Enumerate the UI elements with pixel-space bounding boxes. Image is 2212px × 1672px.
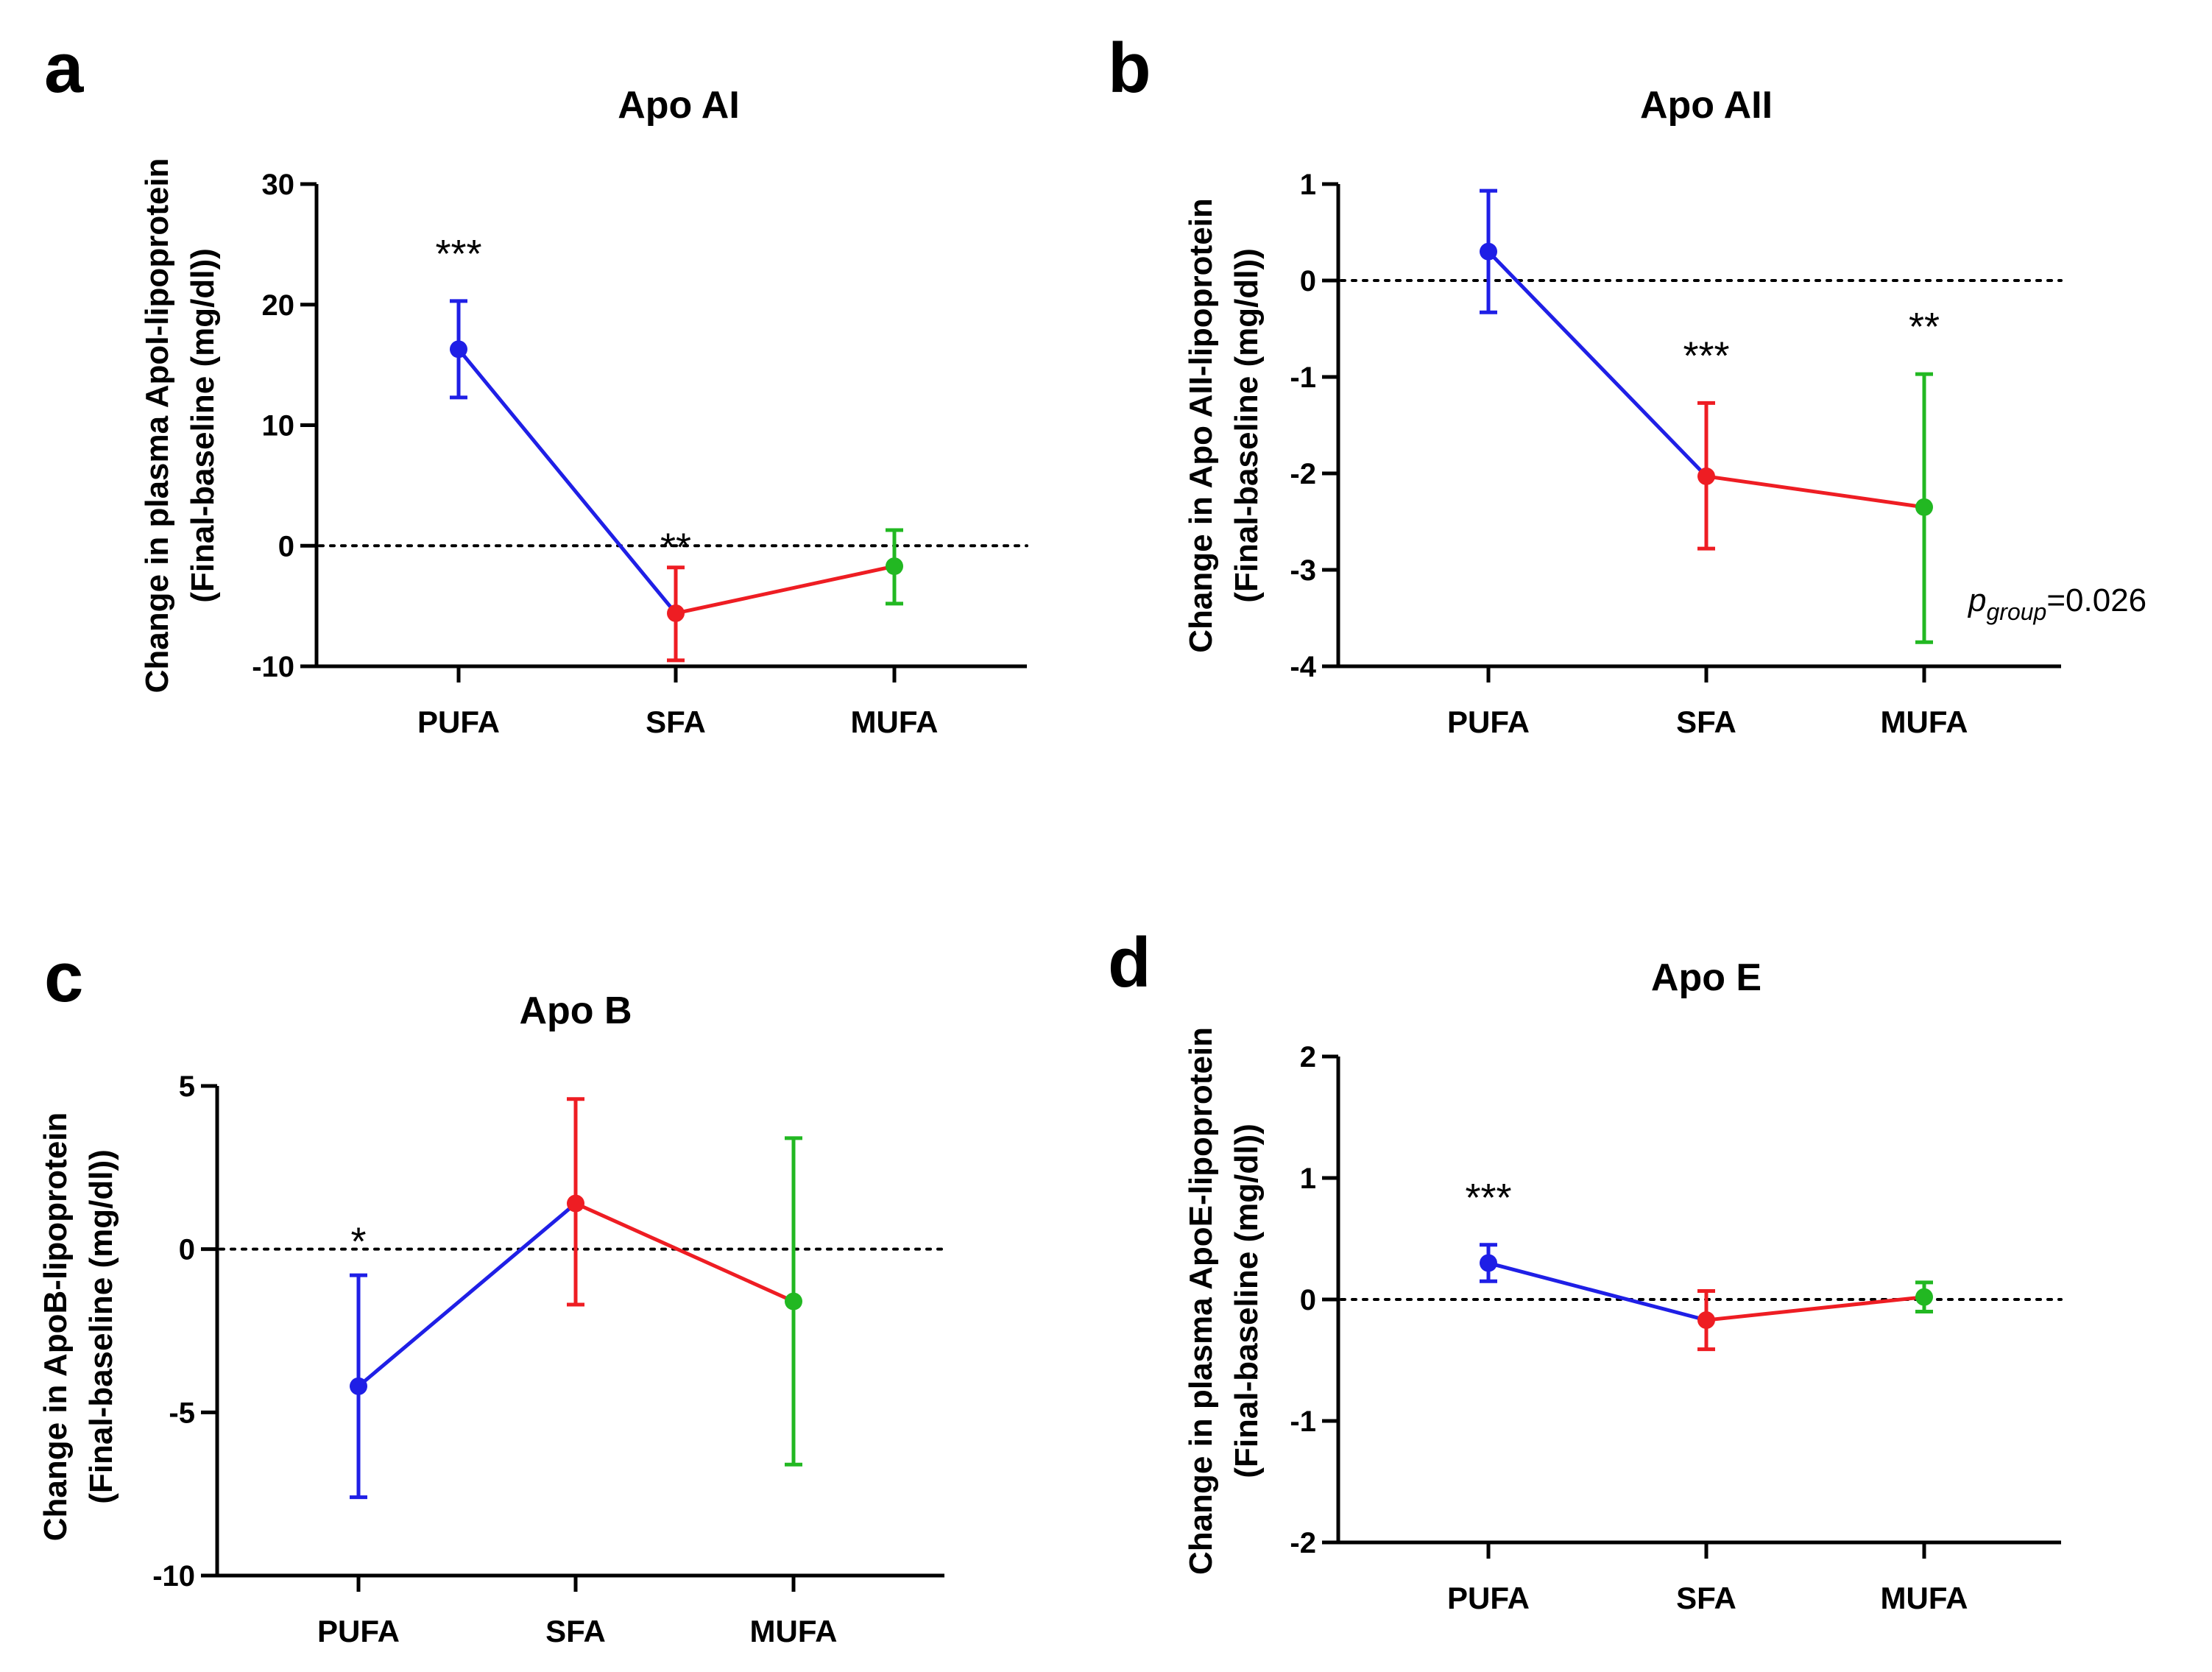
- x-tick-label: PUFA: [1447, 705, 1530, 739]
- y-axis-title: Change in Apo AII-lipoprotein: [1183, 198, 1219, 653]
- data-point-mufa: [1915, 1288, 1933, 1306]
- y-tick-label: -1: [1290, 361, 1316, 394]
- panel-b: b Apo AII -4 -3 -2 -1 0 1 PUFA SFA MUFA Change in A…: [1108, 29, 2146, 739]
- y-tick-label: -4: [1290, 651, 1316, 683]
- y-tick-label: -3: [1290, 554, 1316, 587]
- y-tick-label: -5: [169, 1397, 195, 1429]
- x-tick-label: SFA: [646, 705, 706, 739]
- x-tick-label: SFA: [545, 1614, 606, 1648]
- x-tick-label: SFA: [1676, 1581, 1736, 1615]
- data-point-mufa: [886, 557, 903, 576]
- y-tick-label: 0: [1300, 1284, 1316, 1316]
- y-tick-label: 2: [1300, 1041, 1316, 1073]
- significance-marker: **: [1909, 305, 1940, 349]
- y-axis-title: (Final-baseline (mg/dl)): [1229, 248, 1265, 603]
- panel-letter: b: [1108, 29, 1151, 107]
- series-segment: [457, 348, 677, 615]
- x-tick-label: MUFA: [1881, 705, 1968, 739]
- x-tick-label: MUFA: [1881, 1581, 1968, 1615]
- x-tick-label: MUFA: [851, 705, 939, 739]
- panel-c: c Apo B -10 -5 0 5 PUFA SFA MUFA Change in ApoB-l…: [38, 938, 946, 1648]
- y-tick-label: 5: [179, 1070, 195, 1103]
- y-tick-label: -1: [1290, 1405, 1316, 1438]
- y-tick-label: 30: [262, 169, 295, 201]
- panel-letter: a: [44, 29, 84, 107]
- significance-marker: ***: [1465, 1176, 1511, 1220]
- data-point-pufa: [350, 1377, 367, 1395]
- series-segment: [1706, 1295, 1925, 1322]
- series-segment: [675, 564, 895, 615]
- y-tick-label: 0: [1300, 265, 1316, 297]
- x-tick-label: SFA: [1676, 705, 1736, 739]
- series-segment: [1488, 1261, 1707, 1322]
- y-tick-label: 20: [262, 289, 295, 322]
- chart-title: Apo E: [1651, 956, 1762, 999]
- data-point-pufa: [450, 340, 467, 359]
- series-segment: [1487, 250, 1708, 478]
- series-segment: [357, 1202, 577, 1388]
- panel-letter: c: [44, 938, 83, 1017]
- y-tick-label: -10: [252, 651, 294, 683]
- panel-letter: d: [1108, 923, 1151, 1002]
- panel-a: a Apo AI -10 0 10 20 30 PUFA SFA MUFA Change in pl…: [44, 29, 1028, 739]
- significance-marker: ***: [435, 232, 481, 276]
- y-axis-title: Change in plasma ApoE-lipoprotein: [1183, 1027, 1219, 1575]
- significance-marker: **: [660, 525, 691, 569]
- y-axis-title: (Final-baseline (mg/dl)): [185, 248, 221, 603]
- p-value-annotation: pgroup=0.026: [1967, 582, 2146, 625]
- data-point-mufa: [785, 1292, 802, 1311]
- data-point-sfa: [567, 1194, 584, 1213]
- y-tick-label: 1: [1300, 1163, 1316, 1195]
- chart-title: Apo AII: [1640, 84, 1773, 127]
- y-axis-title: (Final-baseline (mg/dl)): [1229, 1124, 1265, 1478]
- y-tick-label: -2: [1290, 1527, 1316, 1559]
- data-point-pufa: [1480, 1254, 1497, 1272]
- chart-title: Apo AI: [618, 84, 740, 127]
- series-segment: [1706, 474, 1925, 509]
- y-tick-label: 0: [278, 530, 294, 562]
- y-tick-label: 1: [1300, 169, 1316, 201]
- y-tick-label: 10: [262, 410, 295, 442]
- series-segment: [574, 1202, 795, 1303]
- y-axis-title: Change in ApoB-lipoprotein: [38, 1112, 74, 1542]
- x-tick-label: MUFA: [750, 1614, 838, 1648]
- x-tick-label: PUFA: [317, 1614, 400, 1648]
- x-tick-label: PUFA: [417, 705, 500, 739]
- data-point-sfa: [1697, 1311, 1715, 1330]
- data-point-pufa: [1480, 242, 1497, 261]
- data-point-sfa: [667, 604, 685, 622]
- chart-title: Apo B: [519, 990, 632, 1032]
- data-point-mufa: [1915, 498, 1933, 516]
- data-point-sfa: [1697, 467, 1715, 485]
- y-axis-title: Change in plasma ApoI-lipoprotein: [139, 158, 175, 694]
- y-tick-label: 0: [179, 1234, 195, 1266]
- y-tick-label: -10: [152, 1560, 195, 1592]
- significance-marker: *: [350, 1220, 366, 1264]
- y-tick-label: -2: [1290, 458, 1316, 490]
- x-tick-label: PUFA: [1447, 1581, 1530, 1615]
- y-axis-title: (Final-baseline (mg/dl)): [83, 1149, 119, 1504]
- panel-d: d Apo E -2 -1 0 1 2 PUFA SFA MUFA Change in plasma…: [1108, 923, 2063, 1615]
- significance-marker: ***: [1683, 334, 1729, 378]
